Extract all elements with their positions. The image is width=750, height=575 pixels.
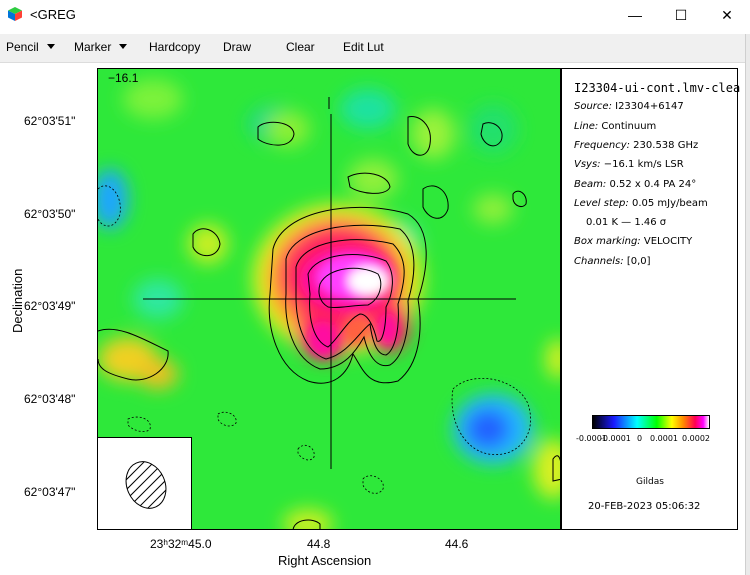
- lut-tick-label: 0.0002: [682, 434, 710, 443]
- draw-button[interactable]: Draw: [223, 40, 252, 54]
- box-marking-line: Box marking: VELOCITY: [574, 236, 692, 247]
- hardcopy-button[interactable]: Hardcopy: [149, 40, 201, 54]
- title-bar: <GREG — ☐ ✕: [0, 0, 750, 30]
- window-edge: [745, 34, 750, 575]
- y-tick-label: 62°03'48": [24, 392, 76, 406]
- y-tick-label: 62°03'51": [24, 114, 76, 128]
- vsys-value: −16.1 km/s LSR: [603, 159, 684, 170]
- chevron-down-icon: [46, 44, 55, 49]
- y-axis-label: Declination: [10, 268, 25, 333]
- level-k-line: 0.01 K — 1.46 σ: [586, 217, 667, 228]
- beam-value: 0.52 x 0.4 PA 24°: [609, 179, 697, 190]
- beam-line: Beam: 0.52 x 0.4 PA 24°: [574, 179, 696, 190]
- channels-line: Channels: [0,0]: [574, 256, 651, 267]
- marker-menu[interactable]: Marker: [74, 40, 128, 54]
- vsys-label: Vsys:: [574, 159, 601, 170]
- x-tick-label: 44.6: [445, 537, 469, 551]
- maximize-button[interactable]: ☐: [674, 6, 688, 23]
- vsys-line: Vsys: −16.1 km/s LSR: [574, 159, 684, 170]
- lut-tick-label: 0.0001: [650, 434, 678, 443]
- frequency-label: Frequency:: [574, 140, 630, 151]
- pencil-menu[interactable]: Pencil: [6, 40, 55, 54]
- software-name: Gildas: [636, 477, 664, 487]
- close-button[interactable]: ✕: [721, 6, 733, 23]
- menu-bar: Pencil Marker Hardcopy Draw Clear Edit L…: [0, 34, 750, 63]
- lut-tick-label: -0.0001: [600, 434, 631, 443]
- level-label: Level step:: [574, 198, 629, 209]
- line-label: Line:: [574, 121, 599, 132]
- file-title: I23304-ui-cont.lmv-clea: [574, 81, 741, 95]
- box-marking-value: VELOCITY: [643, 236, 693, 247]
- frequency-value: 230.538 GHz: [633, 140, 699, 151]
- beam-ellipse-icon: [118, 455, 174, 515]
- y-tick-label: 62°03'50": [24, 207, 76, 221]
- line-value: Continuum: [601, 121, 657, 132]
- source-line: Source: I23304+6147: [574, 101, 684, 112]
- level-line: Level step: 0.05 mJy/beam: [574, 198, 708, 209]
- chevron-down-icon: [119, 44, 128, 49]
- marker-menu-label: Marker: [74, 40, 112, 54]
- x-tick-label: 44.8: [307, 537, 331, 551]
- color-lut-bar[interactable]: [592, 415, 710, 429]
- lut-tick-label: -0.0001: [576, 434, 607, 443]
- clear-button[interactable]: Clear: [286, 40, 315, 54]
- continuum-map: [98, 69, 560, 529]
- lut-tick-label: 0: [637, 434, 643, 443]
- app-cube-icon: [8, 7, 22, 21]
- window-title: <GREG: [30, 7, 76, 22]
- level-value: 0.05 mJy/beam: [631, 198, 708, 209]
- timestamp: 20-FEB-2023 05:06:32: [588, 501, 701, 512]
- beam-box: [98, 437, 192, 529]
- beam-label: Beam:: [574, 179, 607, 190]
- pencil-menu-label: Pencil: [6, 40, 39, 54]
- minimize-button[interactable]: —: [628, 7, 642, 23]
- x-axis-label: Right Ascension: [278, 553, 372, 568]
- y-tick-label: 62°03'47": [24, 485, 76, 499]
- box-marking-label: Box marking:: [574, 236, 641, 247]
- info-panel: I23304-ui-cont.lmv-clea Source: I23304+6…: [561, 68, 741, 530]
- source-label: Source:: [574, 101, 612, 112]
- line-line: Line: Continuum: [574, 121, 656, 132]
- frequency-line: Frequency: 230.538 GHz: [574, 140, 698, 151]
- velocity-label: −16.1: [108, 71, 139, 85]
- source-value: I23304+6147: [615, 101, 684, 112]
- channels-label: Channels:: [574, 256, 624, 267]
- image-plot[interactable]: −16.1: [97, 68, 561, 530]
- edit-lut-button[interactable]: Edit Lut: [343, 40, 384, 54]
- x-tick-label: 23ʰ32ᵐ45.0: [150, 537, 212, 551]
- channels-value: [0,0]: [626, 256, 651, 267]
- y-tick-label: 62°03'49": [24, 299, 76, 313]
